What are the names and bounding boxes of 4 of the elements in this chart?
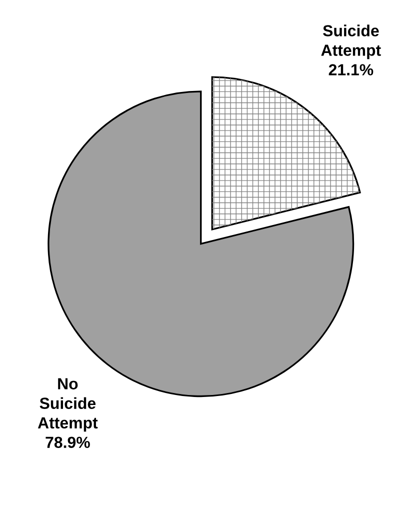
slice-label: No Suicide Attempt bbox=[38, 378, 98, 432]
data-label: 21.1% bbox=[328, 64, 374, 76]
slice-label: Suicide Attempt bbox=[321, 24, 381, 60]
data-label: 78.9% bbox=[46, 436, 90, 448]
